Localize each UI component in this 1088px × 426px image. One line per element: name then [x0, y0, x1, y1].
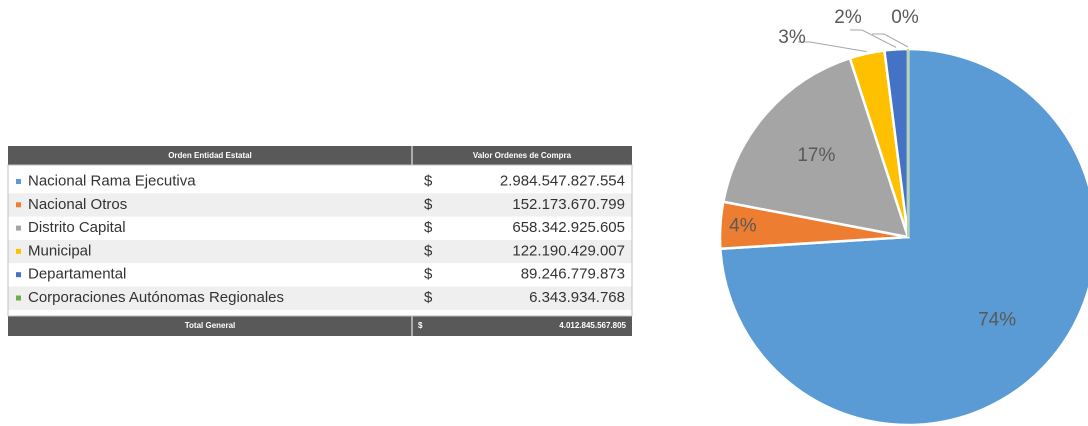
total-amount: 4.012.845.567.805 — [559, 321, 626, 330]
row-amount: 2.984.547.827.554 — [500, 172, 625, 189]
header-cell: Orden Entidad Estatal — [168, 151, 252, 160]
row-currency: $ — [424, 219, 433, 236]
total-currency: $ — [418, 321, 423, 330]
row-marker — [16, 225, 21, 231]
data-label: 3% — [778, 27, 806, 48]
row-name: Municipal — [28, 242, 91, 259]
data-label: 0% — [891, 7, 919, 28]
row-band — [8, 239, 632, 264]
row-name: Nacional Otros — [28, 196, 127, 213]
pie-slice — [721, 56, 910, 239]
row-amount: 89.246.779.873 — [521, 266, 625, 283]
row-amount: 6.343.934.768 — [529, 289, 625, 306]
pie-slice — [719, 47, 1088, 426]
leader-line — [798, 41, 867, 53]
data-label: 2% — [834, 7, 862, 28]
data-label: 17% — [797, 145, 835, 166]
row-name: Distrito Capital — [28, 219, 126, 236]
row-marker — [16, 179, 21, 184]
row-amount: 658.342.925.605 — [512, 219, 625, 236]
row-marker — [16, 248, 21, 254]
row-marker — [16, 202, 21, 208]
header-cell: Valor Ordenes de Compra — [473, 151, 572, 160]
row-marker — [16, 272, 21, 278]
row-name: Departamental — [28, 266, 126, 283]
row-name: Corporaciones Autónomas Regionales — [28, 289, 284, 306]
data-label: 4% — [729, 216, 757, 237]
row-amount: 122.190.429.007 — [512, 242, 625, 259]
data-label: 74% — [978, 310, 1016, 331]
table-border — [7, 164, 633, 317]
row-marker — [16, 295, 21, 301]
leader-line — [872, 33, 909, 48]
row-currency: $ — [424, 196, 433, 213]
row-currency: $ — [424, 266, 433, 283]
leader-line — [850, 29, 897, 48]
row-currency: $ — [424, 242, 433, 259]
row-amount: 152.173.670.799 — [512, 196, 625, 213]
total-label: Total General — [185, 321, 236, 330]
table-total-row — [8, 316, 632, 336]
row-currency: $ — [424, 289, 433, 306]
row-band — [8, 193, 632, 217]
row-band — [8, 286, 632, 310]
row-name: Nacional Rama Ejecutiva — [28, 172, 196, 189]
table-header — [8, 146, 632, 165]
row-currency: $ — [424, 172, 433, 189]
